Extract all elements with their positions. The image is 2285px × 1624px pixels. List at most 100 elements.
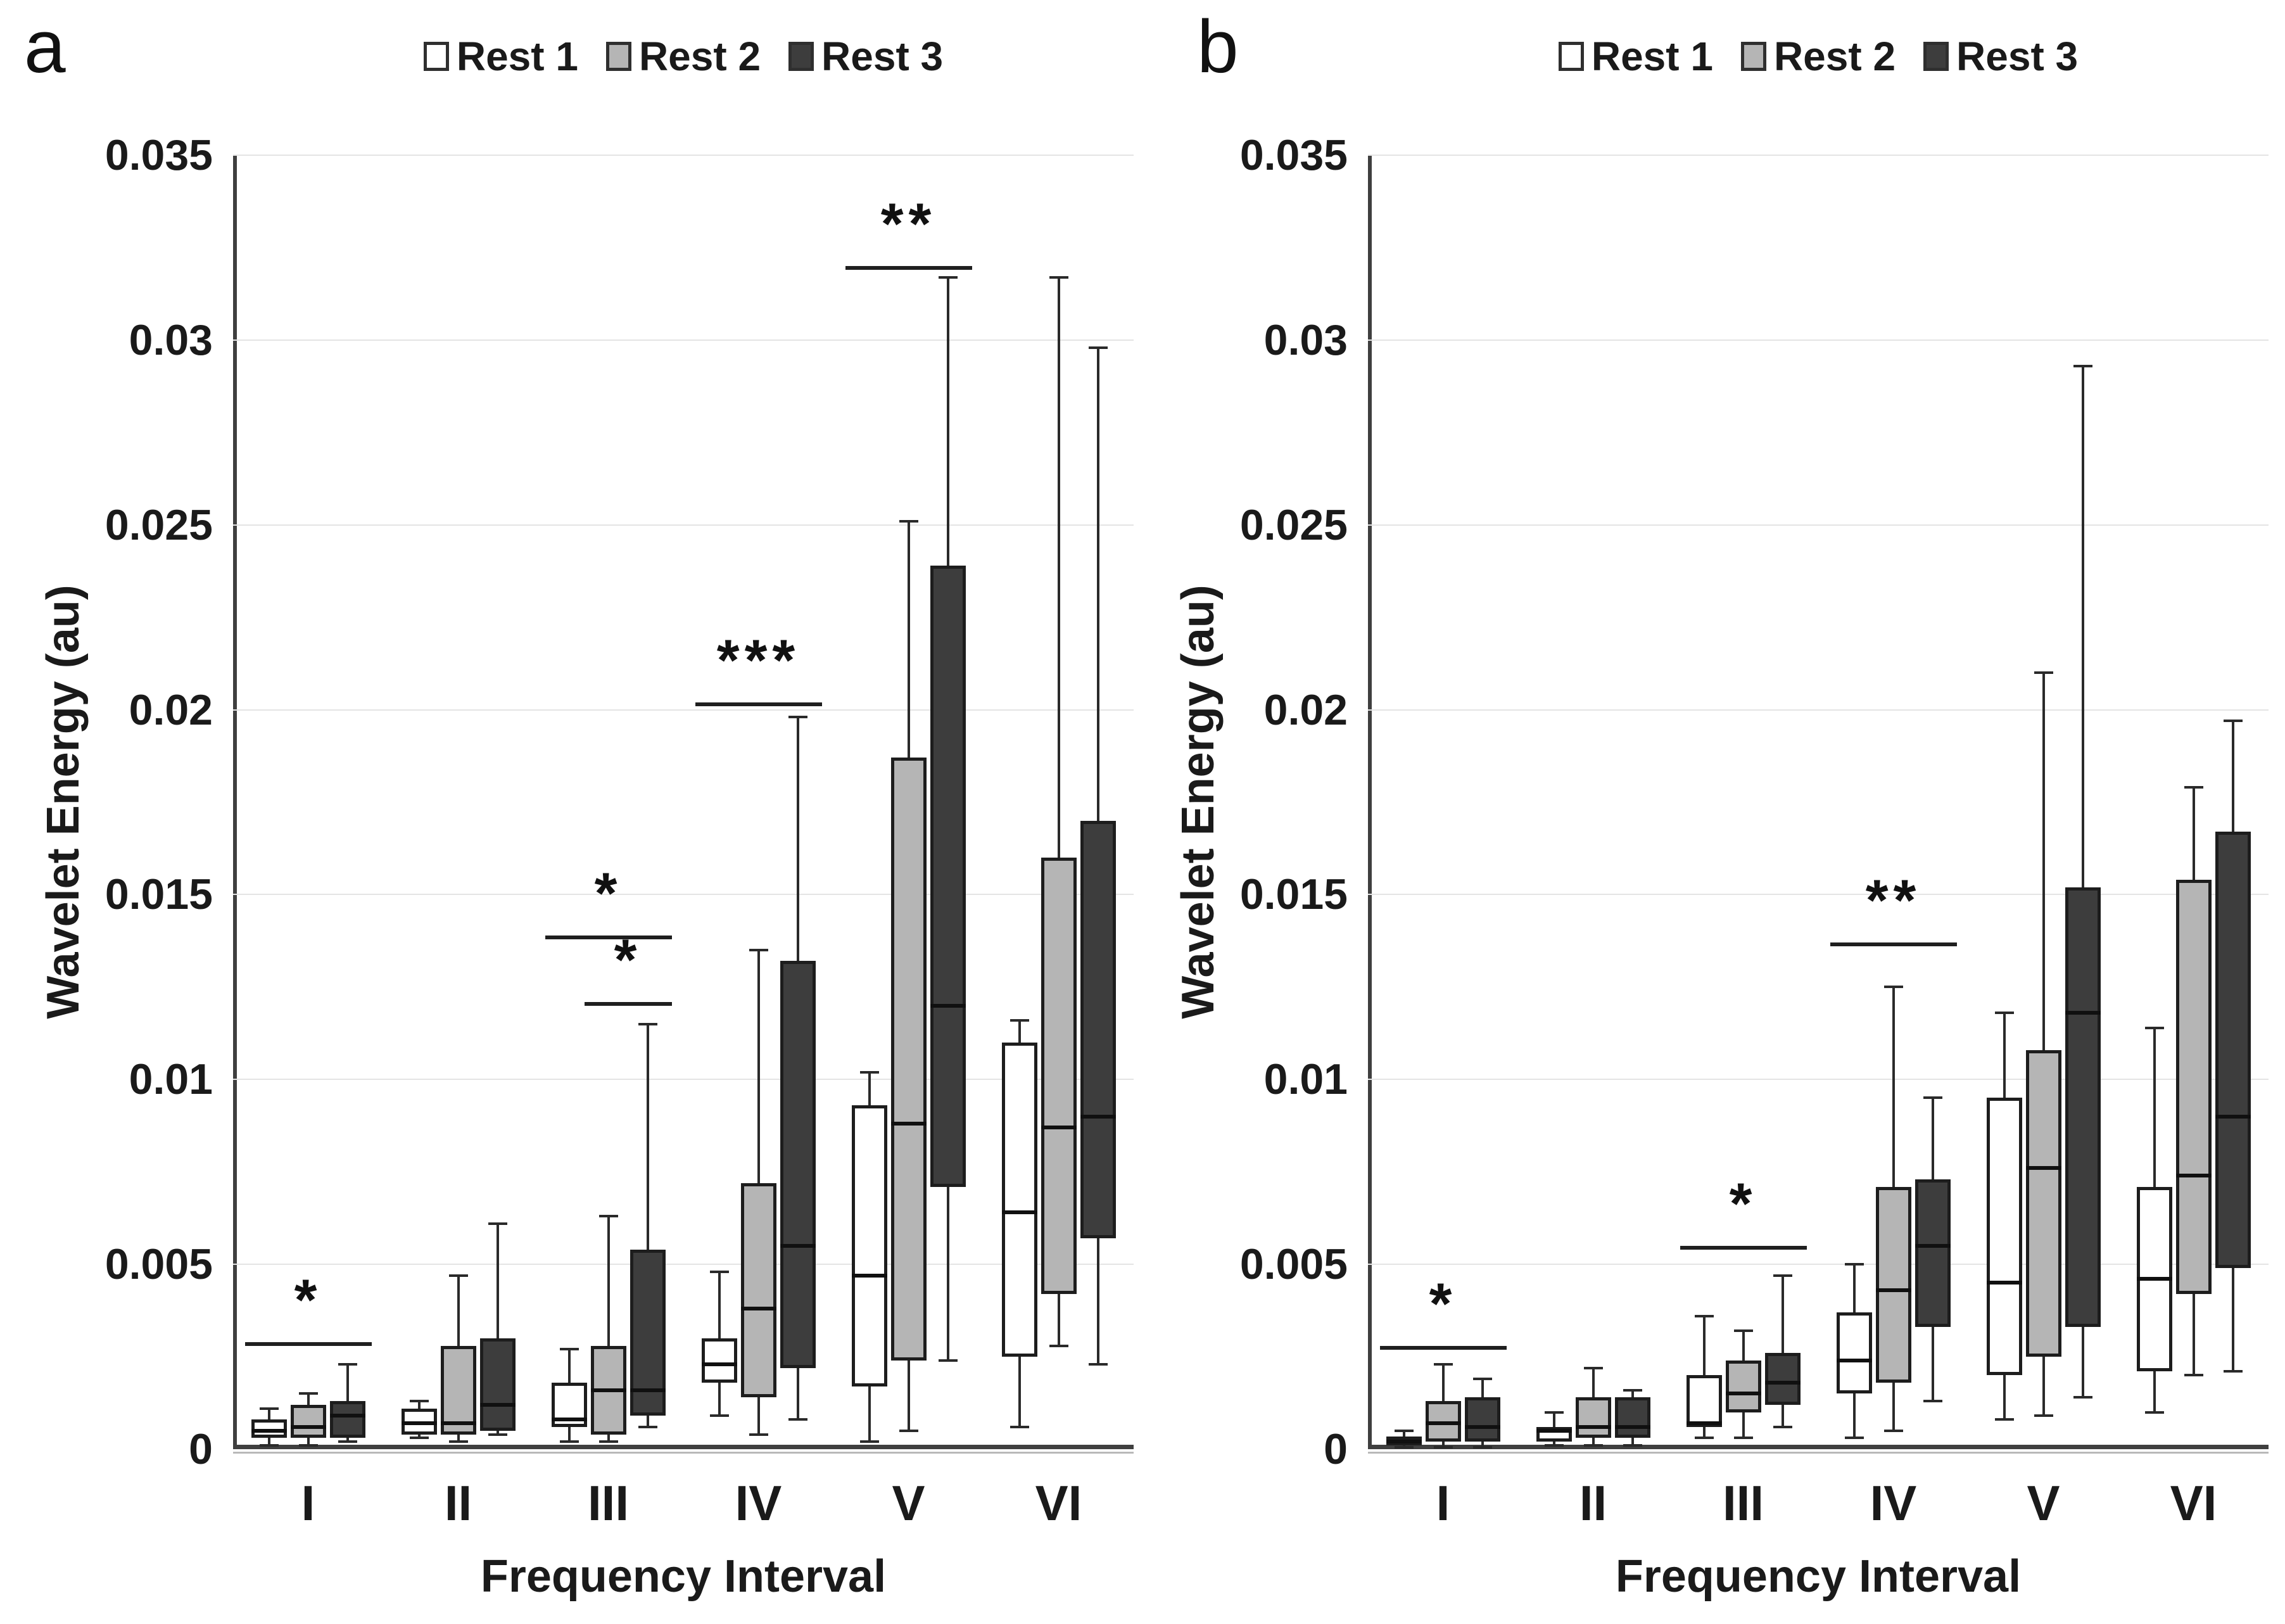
box-b-VI-rest3 bbox=[2215, 832, 2251, 1268]
y-tick-label: 0 bbox=[1324, 1425, 1348, 1473]
whisker-cap-top bbox=[749, 948, 768, 951]
box-b-V-rest3 bbox=[2065, 887, 2101, 1328]
median-line bbox=[590, 1388, 626, 1392]
significance-line bbox=[695, 702, 822, 706]
median-line bbox=[2065, 1011, 2101, 1015]
whisker-cap-bottom bbox=[2223, 1370, 2243, 1373]
median-line bbox=[479, 1402, 516, 1407]
significance-line bbox=[1379, 1345, 1507, 1350]
y-tick-label: 0.03 bbox=[1263, 315, 1348, 364]
whisker-cap-top bbox=[559, 1348, 579, 1351]
significance-label: ** bbox=[1865, 868, 1921, 934]
whisker-cap-bottom bbox=[1583, 1444, 1603, 1447]
whisker-cap-bottom bbox=[2034, 1414, 2053, 1418]
legend-swatch-rest3 bbox=[788, 42, 814, 71]
whisker-cap-top bbox=[409, 1400, 429, 1403]
whisker-cap-bottom bbox=[409, 1437, 429, 1440]
x-category-label: I bbox=[1436, 1475, 1450, 1531]
whisker-cap-bottom bbox=[598, 1440, 618, 1443]
median-line bbox=[251, 1428, 287, 1433]
whisker-cap-bottom bbox=[788, 1418, 807, 1421]
whisker-cap-top bbox=[899, 519, 918, 523]
y-tick-label: 0 bbox=[189, 1425, 213, 1473]
median-line bbox=[1725, 1392, 1761, 1396]
whisker-cap-bottom bbox=[259, 1444, 279, 1447]
whisker-cap-top bbox=[2034, 671, 2053, 675]
y-tick-label: 0.015 bbox=[1239, 870, 1348, 919]
whisker-cap-top bbox=[1994, 1012, 2014, 1015]
y-axis-title-panel-a: Wavelet Energy (au) bbox=[38, 585, 89, 1019]
x-category-label: IV bbox=[1870, 1475, 1917, 1531]
significance-label: * bbox=[1429, 1271, 1457, 1336]
significance-line bbox=[1830, 942, 1957, 947]
gridline bbox=[233, 524, 1134, 526]
legend-panel-b: Rest 1 Rest 2 Rest 3 bbox=[1368, 33, 2269, 80]
whisker-cap-bottom bbox=[1623, 1444, 1642, 1447]
gridline bbox=[1368, 155, 2269, 156]
median-line bbox=[1464, 1424, 1500, 1429]
median-line bbox=[930, 1003, 966, 1008]
median-line bbox=[1986, 1281, 2022, 1285]
whisker-cap-bottom bbox=[1923, 1400, 1942, 1403]
whisker-cap-bottom bbox=[938, 1359, 958, 1362]
x-category-label: VI bbox=[1035, 1475, 1082, 1531]
y-tick-label: 0.035 bbox=[1239, 131, 1348, 179]
whisker-cap-top bbox=[2223, 720, 2243, 723]
y-tick-label: 0.03 bbox=[129, 315, 213, 364]
median-line bbox=[740, 1307, 776, 1311]
whisker-cap-bottom bbox=[1010, 1425, 1029, 1428]
whisker-cap-top bbox=[2184, 786, 2203, 789]
whisker-cap-top bbox=[859, 1070, 879, 1074]
y-tick-label: 0.035 bbox=[104, 131, 213, 179]
whisker-cap-top bbox=[448, 1274, 468, 1277]
legend-item-rest2: Rest 2 bbox=[1740, 33, 1896, 80]
whisker-cap-bottom bbox=[709, 1414, 729, 1418]
whisker-cap-top bbox=[488, 1222, 507, 1225]
whisker-cap-bottom bbox=[2184, 1374, 2203, 1377]
legend-item-rest1: Rest 1 bbox=[423, 33, 578, 80]
median-line bbox=[1915, 1243, 1951, 1248]
whisker-cap-top bbox=[1010, 1018, 1029, 1022]
plot-area-panel-a bbox=[233, 155, 1134, 1454]
y-tick-label: 0.015 bbox=[104, 870, 213, 919]
whisker-cap-top bbox=[1088, 346, 1108, 349]
whisker-cap-top bbox=[1394, 1429, 1414, 1432]
median-line bbox=[1575, 1424, 1611, 1429]
median-line bbox=[2175, 1174, 2212, 1178]
x-category-label: I bbox=[301, 1475, 315, 1531]
legend-swatch-rest1 bbox=[1558, 42, 1584, 71]
median-line bbox=[780, 1243, 816, 1248]
median-line bbox=[329, 1414, 365, 1418]
whisker bbox=[607, 1216, 610, 1442]
whisker-cap-top bbox=[788, 716, 807, 719]
x-axis-title-panel-b: Frequency Interval bbox=[1615, 1551, 2022, 1602]
whisker-cap-top bbox=[1773, 1274, 1792, 1277]
whisker-cap-top bbox=[1472, 1378, 1492, 1381]
median-line bbox=[1614, 1424, 1650, 1429]
whisker-cap-top bbox=[1623, 1388, 1642, 1392]
x-category-label: II bbox=[1579, 1475, 1607, 1531]
whisker-cap-bottom bbox=[1773, 1425, 1792, 1428]
y-tick-label: 0.01 bbox=[129, 1055, 213, 1104]
median-line bbox=[851, 1273, 887, 1278]
whisker-cap-top bbox=[2073, 364, 2092, 367]
box-b-III-rest1 bbox=[1686, 1375, 1722, 1427]
whisker-cap-bottom bbox=[488, 1433, 507, 1436]
legend-label-rest2: Rest 2 bbox=[638, 34, 761, 79]
whisker-cap-bottom bbox=[298, 1444, 318, 1447]
y-tick-label: 0.005 bbox=[104, 1240, 213, 1289]
whisker bbox=[646, 1024, 649, 1427]
x-category-label: III bbox=[587, 1475, 629, 1531]
gridline bbox=[1368, 1264, 2269, 1266]
box-b-IV-rest2 bbox=[1875, 1186, 1911, 1383]
whisker-cap-top bbox=[1883, 986, 1903, 989]
median-line bbox=[2215, 1114, 2251, 1119]
whisker-cap-bottom bbox=[859, 1440, 879, 1443]
whisker-cap-bottom bbox=[1394, 1446, 1414, 1449]
median-line bbox=[1536, 1428, 1572, 1433]
whisker-cap-top bbox=[1583, 1366, 1603, 1369]
significance-line bbox=[244, 1342, 372, 1346]
whisker-cap-bottom bbox=[1694, 1437, 1714, 1440]
whisker-cap-bottom bbox=[1994, 1418, 2014, 1421]
gridline bbox=[233, 1264, 1134, 1266]
